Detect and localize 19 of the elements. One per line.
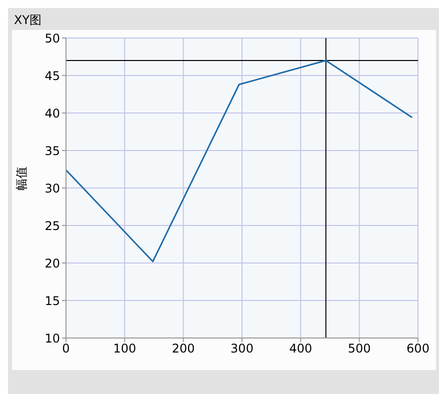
x-tick-label: 300 bbox=[230, 342, 254, 356]
y-axis-title: 幅值 bbox=[14, 166, 30, 192]
x-tick-label: 100 bbox=[113, 342, 136, 356]
y-tick-label: 35 bbox=[44, 144, 60, 158]
x-tick-label: 0 bbox=[62, 342, 70, 356]
x-tick-label: 200 bbox=[172, 342, 195, 356]
x-tick-label: 400 bbox=[289, 342, 312, 356]
line-series bbox=[66, 60, 413, 262]
y-tick-label: 30 bbox=[44, 181, 60, 196]
y-tick-label: 20 bbox=[44, 256, 60, 270]
chart-title: XY图 bbox=[14, 12, 42, 29]
y-tick-label: 45 bbox=[44, 68, 60, 83]
y-tick-label: 50 bbox=[44, 31, 60, 46]
y-tick-label: 15 bbox=[44, 294, 60, 308]
x-tick-label: 600 bbox=[406, 342, 430, 356]
x-tick-label: 500 bbox=[348, 342, 371, 356]
y-tick-label: 40 bbox=[44, 106, 60, 120]
y-tick-label: 25 bbox=[44, 218, 60, 233]
y-tick-label: 10 bbox=[44, 331, 60, 346]
